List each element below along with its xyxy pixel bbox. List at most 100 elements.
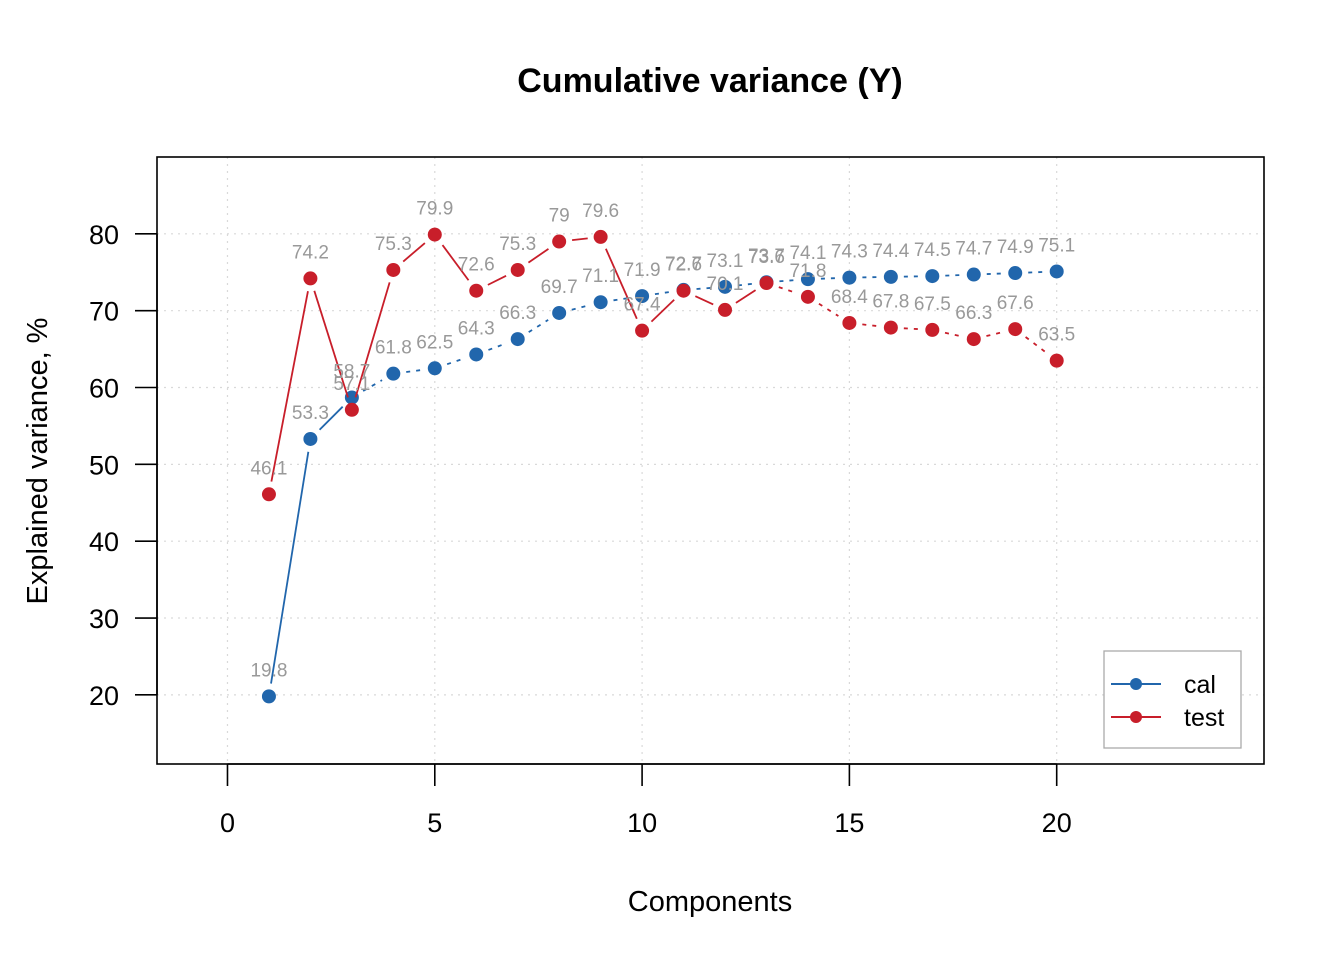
series-line-cal [945, 274, 961, 277]
series-line-cal [654, 290, 671, 296]
point-test [303, 271, 318, 286]
series-line-test [354, 282, 391, 398]
point-cal [1008, 266, 1023, 281]
point-cal [925, 269, 940, 284]
point-cal [261, 689, 276, 704]
point-test [469, 283, 484, 298]
series-line-test [986, 331, 1003, 337]
point-test [883, 320, 898, 335]
point-test [635, 323, 650, 338]
data-label-test: 79.9 [416, 199, 453, 220]
point-cal [510, 332, 525, 347]
legend-box [1103, 650, 1242, 749]
series-line-test [571, 237, 588, 241]
series-line-cal [779, 279, 796, 283]
series-line-test [527, 248, 549, 264]
data-label-test: 72.6 [458, 255, 495, 276]
point-cal [593, 295, 608, 310]
series-line-cal [1028, 271, 1044, 274]
data-label-cal: 75.1 [1038, 235, 1075, 256]
point-test [925, 322, 940, 337]
data-label-test: 73.6 [748, 247, 785, 268]
series-line-test [818, 303, 839, 317]
point-test [1008, 322, 1023, 337]
data-label-cal: 74.7 [955, 239, 992, 260]
y-tick-label: 80 [89, 220, 119, 250]
data-label-cal: 53.3 [292, 403, 329, 424]
series-line-test [487, 274, 507, 286]
series-line-test [944, 331, 962, 338]
point-test [386, 262, 401, 277]
legend: cal test [1103, 650, 1242, 749]
data-label-test: 63.5 [1038, 325, 1075, 346]
series-line-cal [696, 286, 713, 290]
series-line-test [270, 290, 309, 482]
point-test [344, 402, 359, 417]
data-label-test: 75.3 [375, 234, 412, 255]
series-line-test [441, 244, 470, 281]
point-test [759, 276, 774, 291]
series-line-test [735, 289, 757, 304]
point-test [427, 227, 442, 242]
series-line-test [650, 299, 675, 323]
data-label-cal: 73.7 [748, 246, 785, 267]
legend-marker-cal [1130, 678, 1142, 690]
data-label-cal: 61.8 [375, 338, 412, 359]
point-cal [635, 289, 650, 304]
axes: 0 5 10 15 20 20 30 40 50 60 70 80 [89, 220, 1072, 838]
point-test [593, 229, 608, 244]
x-tick-label: 10 [627, 808, 657, 838]
y-axis-label: Explained variance, % [22, 318, 54, 605]
point-test [510, 262, 525, 277]
point-cal [427, 361, 442, 376]
data-label-test: 79.6 [582, 201, 619, 222]
point-cal [883, 269, 898, 284]
x-axis-label: Components [628, 886, 792, 918]
data-label-cal: 72.7 [665, 254, 702, 275]
legend-label-cal: cal [1184, 671, 1216, 699]
data-label-cal: 64.3 [458, 318, 495, 339]
data-label-cal: 74.1 [789, 243, 826, 264]
data-label-test: 79 [549, 206, 570, 227]
data-label-test: 46.1 [250, 458, 287, 479]
data-label-cal: 58.7 [333, 361, 370, 382]
data-label-test: 74.2 [292, 242, 329, 263]
data-label-test: 70.1 [707, 274, 744, 295]
point-cal [1049, 264, 1064, 279]
y-tick-label: 40 [89, 527, 119, 557]
point-cal [552, 305, 567, 320]
legend-label-test: test [1184, 704, 1224, 732]
data-label-test: 68.4 [831, 287, 868, 308]
x-tick-label: 20 [1042, 808, 1072, 838]
data-label-cal: 74.4 [872, 241, 909, 262]
chart-title: Cumulative variance (Y) [517, 62, 902, 100]
y-tick-label: 70 [89, 297, 119, 327]
series-line-test [862, 323, 879, 328]
data-label-test: 67.8 [872, 292, 909, 313]
point-cal [800, 272, 815, 287]
data-label-cal: 19.8 [250, 660, 287, 681]
data-label-test: 72.6 [665, 255, 702, 276]
y-tick-label: 30 [89, 604, 119, 634]
data-label-test: 66.3 [955, 303, 992, 324]
point-cal [966, 267, 981, 282]
point-test [842, 315, 857, 330]
series-line-cal [270, 451, 310, 684]
series-line-test [694, 295, 714, 306]
data-labels: 19.853.358.761.8 62.564.366.369.771.1 71.9… [250, 199, 1075, 682]
grid-lines [157, 157, 1264, 764]
y-tick-label: 50 [89, 450, 119, 480]
point-test [676, 283, 691, 298]
point-test [966, 332, 981, 347]
point-test [261, 487, 276, 502]
point-test [800, 289, 815, 304]
data-label-test: 75.3 [499, 234, 536, 255]
series-line-test [778, 286, 796, 294]
point-cal [469, 347, 484, 362]
series [261, 227, 1064, 704]
data-label-test: 71.8 [789, 261, 826, 282]
y-tick-label: 20 [89, 681, 119, 711]
series-line-cal [613, 297, 630, 302]
y-tick-label: 60 [89, 374, 119, 404]
